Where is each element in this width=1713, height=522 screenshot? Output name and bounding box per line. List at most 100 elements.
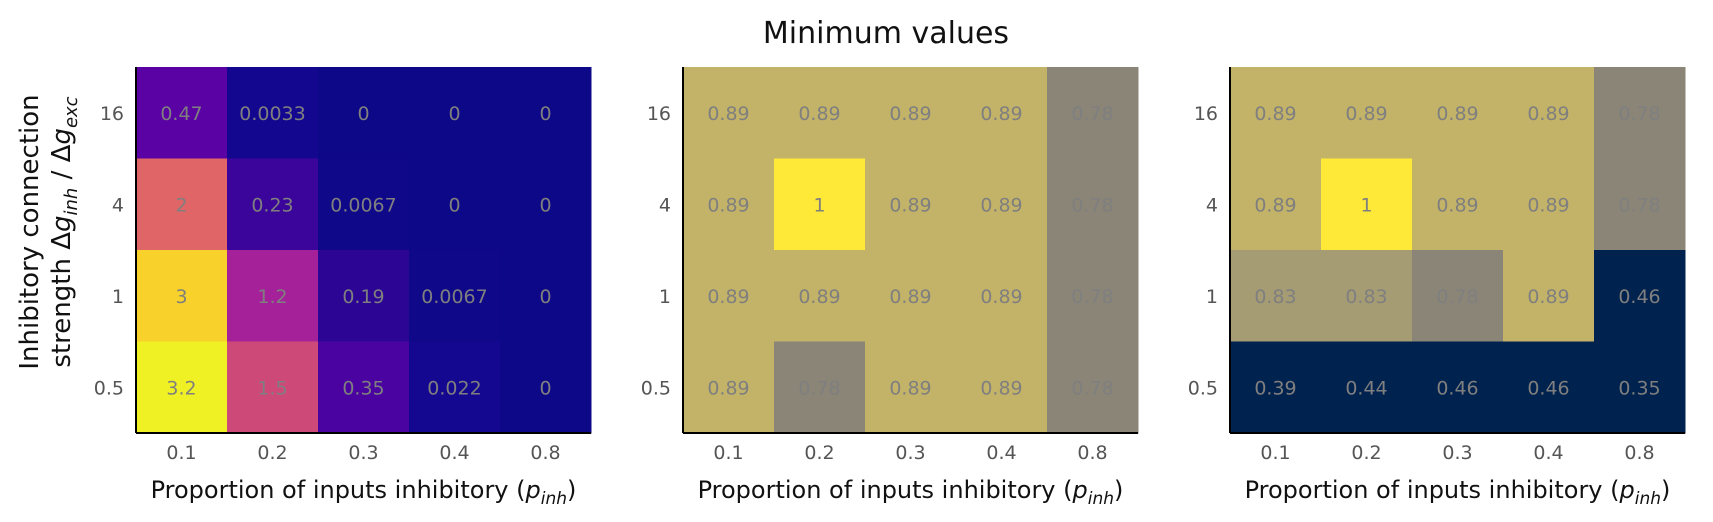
cell-value-label: 1 [813,194,825,216]
cell-value-label: 0.46 [1618,286,1660,308]
cell-value-label: 0.89 [798,103,840,125]
heatmap-cell [956,67,1048,159]
figure-title: Minimum values [763,16,1009,51]
heatmap-cell [1412,67,1504,159]
heatmap-cell [956,341,1048,434]
cell-value-label: 0.89 [1436,103,1478,125]
heatmap-cell [774,341,866,434]
heatmap-cell [136,341,228,434]
cell-value-label: 0.47 [160,103,202,125]
y-axis-label-line1: Inhibitory connection [15,94,45,369]
cell-value-label: 0 [539,194,551,216]
cell-value-label: 0.89 [980,286,1022,308]
cell-value-label: 0.19 [342,286,384,308]
cell-value-label: 0.83 [1254,286,1296,308]
cell-value-label: 0.78 [798,377,840,399]
y-tick-label: 4 [1206,194,1218,216]
cell-value-label: 0.89 [1254,103,1296,125]
cell-value-label: 0 [539,377,551,399]
cell-value-label: 0.89 [889,194,931,216]
heatmap-cell [409,67,501,159]
cell-value-label: 0.46 [1527,377,1569,399]
heatmap-cell [136,158,228,251]
cell-value-label: 3 [175,286,187,308]
heatmap-cell [865,341,957,434]
heatmap-cell [318,67,410,159]
x-tick-label: 0.8 [530,442,560,464]
cell-value-label: 0.78 [1436,286,1478,308]
y-axis-label-line2: strength Δginh / Δgexc [47,96,82,367]
heatmap-cell [1594,67,1686,159]
y-tick-label: 0.5 [641,377,671,399]
cell-value-label: 0 [357,103,369,125]
heatmap-cell [1321,250,1413,342]
cell-value-label: 0.78 [1071,377,1113,399]
cell-value-label: 0.89 [1527,194,1569,216]
cell-value-label: 0.022 [427,377,481,399]
heatmap-cell [1594,158,1686,251]
cell-value-label: 0.78 [1071,103,1113,125]
cell-value-label: 1.2 [257,286,287,308]
heatmap-cell [500,67,592,159]
cell-value-label: 0.39 [1254,377,1296,399]
heatmap-cell [956,158,1048,251]
heatmap-cell [409,250,501,342]
cell-value-label: 0.89 [707,286,749,308]
heatmap-cell [136,67,228,159]
cell-value-label: 0.89 [1436,194,1478,216]
y-tick-label: 1 [112,286,124,308]
heatmap-cell [1594,250,1686,342]
heatmap-cell [1503,67,1595,159]
heatmap-cell [1412,341,1504,434]
cell-value-label: 0.0033 [239,103,305,125]
x-tick-label: 0.8 [1077,442,1107,464]
y-tick-label: 16 [1194,103,1218,125]
heatmap-cell [774,67,866,159]
x-tick-label: 0.3 [895,442,925,464]
x-tick-label: 0.2 [804,442,834,464]
heatmap-cell [1230,158,1322,251]
y-tick-label: 4 [112,194,124,216]
cell-value-label: 0.44 [1345,377,1387,399]
cell-value-label: 0.78 [1618,194,1660,216]
heatmap-cell [683,158,775,251]
y-tick-label: 16 [100,103,124,125]
cell-value-label: 0.0067 [421,286,487,308]
heatmap-cell [1230,250,1322,342]
heatmap-cell [227,67,319,159]
heatmap-cell [1230,341,1322,434]
heatmap-cell [500,341,592,434]
heatmap-panel-3: 0.89 0.89 0.89 0.89 0.78 0.89 1 0.89 0.89 0.78 0.8… [1188,67,1686,509]
y-tick-label: 16 [647,103,671,125]
cell-value-label: 0 [448,194,460,216]
cell-value-label: 0.89 [1345,103,1387,125]
heatmap-cell [865,250,957,342]
x-axis-label: Proportion of inputs inhibitory (pinh) [151,476,577,509]
x-tick-label: 0.1 [166,442,196,464]
heatmap-cell [1321,158,1413,251]
y-tick-label: 1 [1206,286,1218,308]
cell-value-label: 0.89 [707,103,749,125]
y-tick-label: 1 [659,286,671,308]
heatmap-cell [227,158,319,251]
x-tick-label: 0.4 [439,442,469,464]
cell-value-label: 0 [539,103,551,125]
x-tick-label: 0.1 [713,442,743,464]
heatmap-cell [1047,341,1139,434]
cell-value-label: 0.78 [1071,286,1113,308]
heatmap-cell [136,250,228,342]
cell-value-label: 2 [175,194,187,216]
cell-value-label: 0 [539,286,551,308]
x-axis-label: Proportion of inputs inhibitory (pinh) [1245,476,1671,509]
cell-value-label: 0.23 [251,194,293,216]
cell-value-label: 0.89 [980,103,1022,125]
heatmap-panel-2: 0.89 0.89 0.89 0.89 0.78 0.89 1 0.89 0.89 0.78 0.8… [641,67,1139,509]
cell-value-label: 0.89 [889,103,931,125]
cell-value-label: 0 [448,103,460,125]
cell-value-label: 0.89 [889,286,931,308]
heatmap-cell [1594,341,1686,434]
x-axis-label: Proportion of inputs inhibitory (pinh) [698,476,1124,509]
y-axis-label: Inhibitory connection strength Δginh / Δ… [15,94,82,369]
cell-value-label: 0.89 [1527,103,1569,125]
x-tick-label: 0.3 [1442,442,1472,464]
